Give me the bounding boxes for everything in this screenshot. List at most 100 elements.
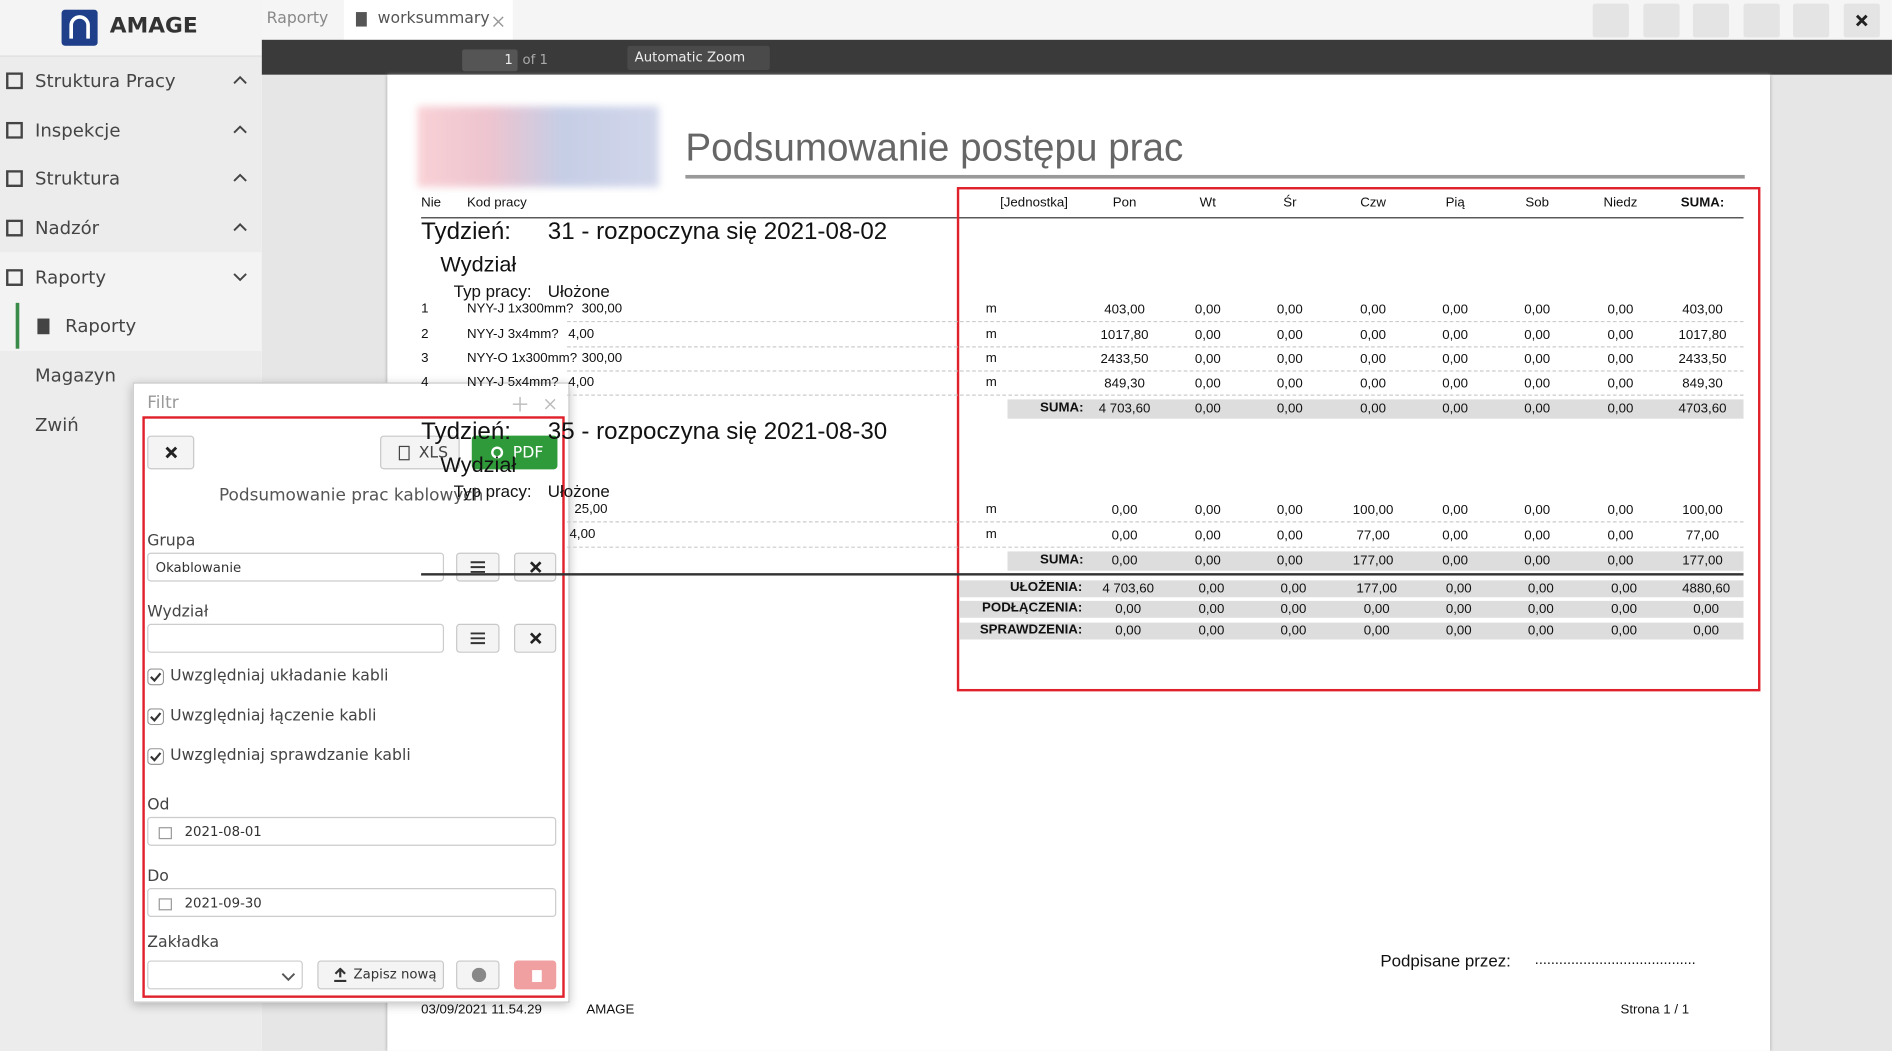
chevron xyxy=(233,173,247,182)
cell: 1017,80 xyxy=(1678,328,1727,343)
row-unit: m xyxy=(985,351,997,366)
cell: 0,00 xyxy=(1442,302,1469,318)
chevron xyxy=(233,273,247,282)
cell: 0,00 xyxy=(1524,328,1551,343)
blurred-logo xyxy=(417,106,659,188)
menu-icon xyxy=(6,219,23,237)
cell: 849,30 xyxy=(1682,376,1723,391)
active-bar xyxy=(15,302,20,349)
col-header: Śr xyxy=(1283,195,1297,210)
info-button[interactable] xyxy=(456,960,500,990)
row-qty: 25,00 xyxy=(574,501,608,517)
cell: 2433,50 xyxy=(1678,352,1727,367)
active-tab[interactable] xyxy=(343,0,513,40)
footer-company: AMAGE xyxy=(586,1002,635,1018)
zoom-label: Automatic Zoom xyxy=(634,49,746,66)
toolbar-button[interactable] xyxy=(1743,3,1780,38)
field-label: Zakładka xyxy=(147,933,220,953)
zoom-select[interactable] xyxy=(627,45,770,70)
save-label: Zapisz nową xyxy=(353,966,437,983)
close-button[interactable] xyxy=(147,435,195,470)
cell: 0,00 xyxy=(1194,328,1221,343)
sum-cell: 0,00 xyxy=(1607,553,1634,569)
week-title: 31 - rozpoczyna się 2021-08-02 xyxy=(547,218,888,245)
calendar-icon xyxy=(158,898,172,911)
cell: 0,00 xyxy=(1194,376,1221,391)
pdf-button[interactable]: PDF xyxy=(471,435,558,470)
toolbar-button[interactable] xyxy=(1692,3,1730,38)
toolbar-button[interactable] xyxy=(1643,3,1680,38)
input[interactable]: 2021-09-30 xyxy=(147,888,557,918)
cell: 0,00 xyxy=(1276,528,1303,543)
submenu-item[interactable]: Raporty xyxy=(65,314,137,337)
trash-icon xyxy=(532,970,542,983)
menu-icon xyxy=(6,121,23,139)
menu-icon xyxy=(6,269,23,286)
sum-cell: 177,00 xyxy=(1352,553,1394,569)
signed-label: Podpisane przez: xyxy=(1380,950,1511,971)
tab-close xyxy=(492,16,504,28)
cell: 0,00 xyxy=(1524,352,1551,367)
checkbox-label: Uwzględniaj sprawdzanie kabli xyxy=(170,746,411,765)
menu-item[interactable]: Struktura Pracy xyxy=(34,69,176,92)
cell: 100,00 xyxy=(1682,503,1723,518)
input[interactable]: 2021-08-01 xyxy=(147,816,557,846)
menu-item[interactable]: Raporty xyxy=(34,266,107,289)
col-header: Pon xyxy=(1112,195,1137,210)
row-unit: m xyxy=(985,527,997,542)
page-number: 1 xyxy=(504,51,513,68)
page-input[interactable] xyxy=(462,49,518,72)
menu-item[interactable]: Struktura xyxy=(34,167,121,190)
menu-item[interactable]: Inspekcje xyxy=(34,119,121,142)
input[interactable]: Okablowanie xyxy=(147,552,445,582)
bookmark-select[interactable] xyxy=(147,960,303,990)
tab[interactable]: worksummary xyxy=(377,9,490,28)
row-divider xyxy=(567,370,1744,372)
filter-dialog: Filtr XLS PDF Podsumowanie prac kablowych Gr… xyxy=(132,382,570,1003)
chevron xyxy=(281,973,296,982)
department: Wydział xyxy=(440,252,517,277)
totals-cell: 0,00 xyxy=(1363,602,1390,617)
list-button[interactable] xyxy=(456,552,500,582)
list-button[interactable] xyxy=(456,623,500,653)
totals-cell: 0,00 xyxy=(1527,581,1554,597)
dialog-expand xyxy=(512,396,528,412)
week-title: 35 - rozpoczyna się 2021-08-30 xyxy=(547,418,888,446)
cell: 0,00 xyxy=(1607,352,1634,367)
input[interactable] xyxy=(147,623,445,653)
clear-button[interactable] xyxy=(514,623,557,653)
row-qty: 4,00 xyxy=(568,375,595,390)
row-unit: m xyxy=(985,501,997,517)
col-header: [Jednostka] xyxy=(1000,195,1068,210)
toolbar-button[interactable] xyxy=(1592,3,1629,38)
totals-rule xyxy=(421,573,1744,576)
xls-button[interactable]: XLS xyxy=(380,435,460,470)
row-code: NYY-J 1x300mm? xyxy=(466,301,574,317)
cell: 0,00 xyxy=(1360,352,1387,367)
clear-button[interactable] xyxy=(514,552,557,582)
delete-button[interactable] xyxy=(514,960,557,990)
totals-cell: 0,00 xyxy=(1611,581,1637,597)
menu-item[interactable]: Zwiń xyxy=(34,413,79,436)
sum-row-bg xyxy=(1007,399,1744,419)
list-icon xyxy=(470,632,486,645)
totals-cell: 4 703,60 xyxy=(1102,581,1154,597)
cell: 403,00 xyxy=(1682,302,1723,318)
header-rule xyxy=(421,217,1744,219)
cell: 0,00 xyxy=(1607,376,1634,391)
menu-item[interactable]: Magazyn xyxy=(34,364,116,387)
menu-icon xyxy=(37,318,50,335)
toolbar-button[interactable] xyxy=(1793,3,1830,38)
cell: 0,00 xyxy=(1276,328,1303,343)
col-header: SUMA: xyxy=(1680,195,1725,210)
save-button[interactable]: Zapisz nową xyxy=(317,960,445,990)
totals-cell: 0,00 xyxy=(1527,623,1554,639)
dialog-subtitle: Podsumowanie prac kablowych xyxy=(218,486,484,506)
menu-item[interactable]: Nadzór xyxy=(34,217,100,239)
cell: 100,00 xyxy=(1352,503,1394,518)
sum-cell: 0,00 xyxy=(1442,401,1469,417)
gear-icon xyxy=(491,446,504,459)
tab[interactable]: Raporty xyxy=(266,9,329,28)
week-label: Tydzień: xyxy=(421,418,511,446)
